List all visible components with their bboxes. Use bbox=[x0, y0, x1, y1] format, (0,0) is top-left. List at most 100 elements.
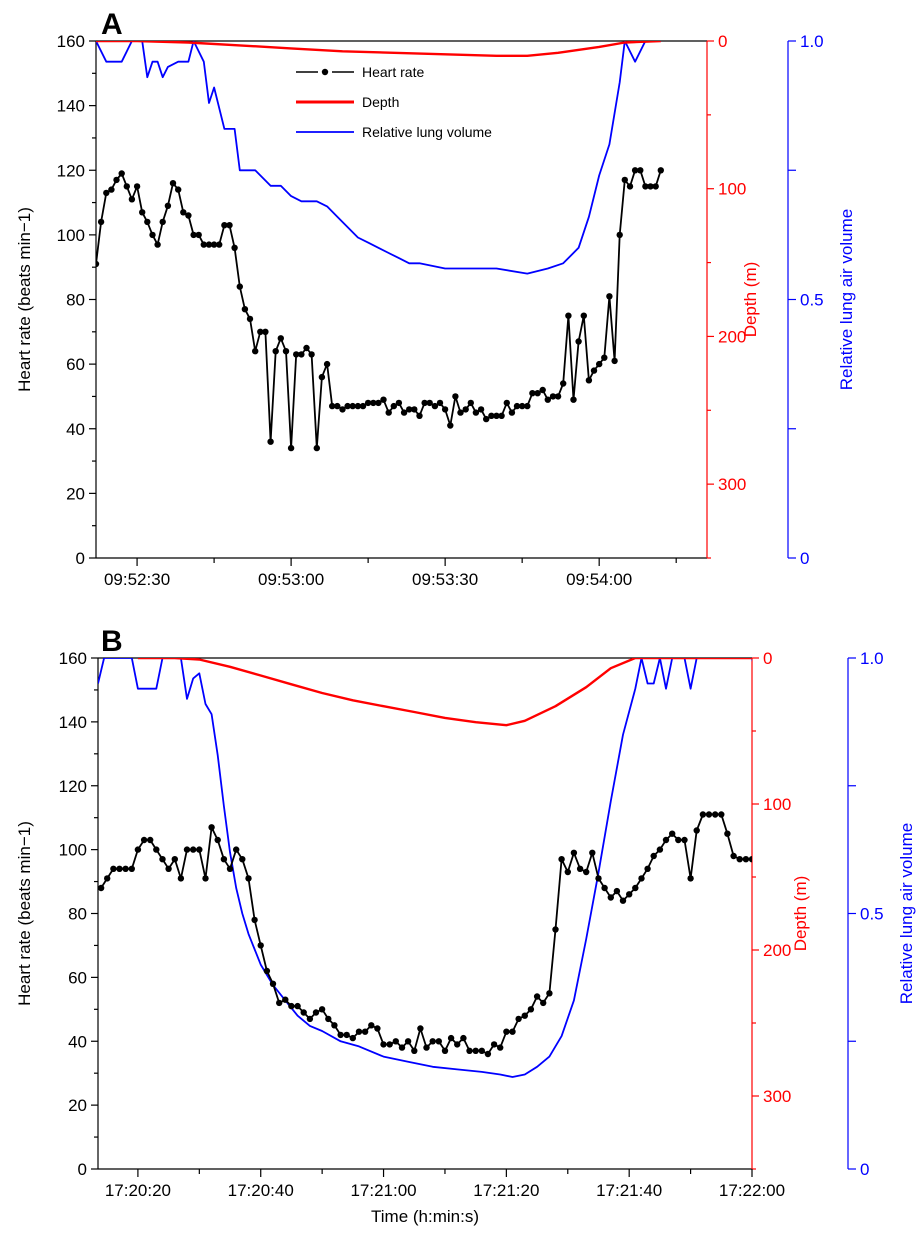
legend: Heart rate Depth Relative lung volume bbox=[296, 64, 492, 140]
heart-rate-point bbox=[252, 348, 259, 355]
heart-rate-point bbox=[277, 335, 284, 342]
heart-rate-point bbox=[267, 438, 274, 445]
y-lung-tick-label: 0 bbox=[860, 1160, 869, 1179]
heart-rate-point bbox=[159, 218, 166, 226]
heart-rate-point bbox=[527, 1006, 535, 1013]
heart-rate-point bbox=[276, 999, 283, 1007]
heart-rate-point bbox=[361, 1028, 369, 1035]
heart-rate-point bbox=[257, 328, 264, 335]
heart-rate-point bbox=[498, 412, 505, 419]
heart-rate-point bbox=[205, 241, 213, 248]
heart-rate-point bbox=[349, 1034, 356, 1042]
x-tick-label: 09:54:00 bbox=[566, 570, 632, 589]
y-left-tick-label: 120 bbox=[57, 161, 85, 180]
heart-rate-point bbox=[724, 830, 731, 837]
heart-rate-point bbox=[96, 260, 100, 268]
y-lung-tick-label: 1.0 bbox=[860, 649, 884, 668]
y-left-tick-label: 100 bbox=[57, 226, 85, 245]
heart-rate-point bbox=[190, 231, 197, 239]
heart-rate-point bbox=[431, 402, 439, 410]
heart-rate-point bbox=[662, 836, 670, 844]
heart-rate-point bbox=[564, 868, 571, 876]
heart-rate-point bbox=[606, 293, 613, 300]
heart-rate-point bbox=[246, 315, 254, 323]
heart-rate-point bbox=[231, 244, 238, 251]
y-depth-axis-label: Depth (m) bbox=[791, 876, 810, 952]
heart-rate-point bbox=[565, 312, 572, 319]
heart-rate-point bbox=[534, 390, 541, 397]
heart-rate-point bbox=[262, 328, 269, 335]
heart-rate-point bbox=[631, 167, 639, 174]
y-left-tick-label: 40 bbox=[66, 420, 85, 439]
heart-rate-point bbox=[656, 846, 664, 853]
heart-rate-point bbox=[318, 373, 326, 381]
heart-rate-point bbox=[570, 849, 578, 856]
heart-rate-point bbox=[626, 183, 634, 190]
heart-rate-point bbox=[236, 283, 243, 290]
heart-rate-point bbox=[334, 402, 341, 410]
y-lung-axis-label: Relative lung air volume bbox=[897, 823, 916, 1004]
heart-rate-point bbox=[416, 412, 423, 419]
x-axis-label: Time (h:min:s) bbox=[371, 1207, 479, 1226]
heart-rate-point bbox=[406, 406, 413, 413]
heart-rate-point bbox=[308, 351, 315, 358]
heart-rate-point bbox=[147, 836, 154, 844]
x-tick-label: 17:20:40 bbox=[228, 1181, 294, 1200]
relative-lung-volume-series-line bbox=[98, 658, 752, 1078]
heart-rate-point bbox=[200, 241, 207, 248]
heart-rate-point bbox=[554, 393, 562, 400]
heart-rate-point bbox=[134, 846, 142, 853]
y-depth-tick-label: 100 bbox=[718, 180, 746, 199]
heart-rate-point bbox=[575, 338, 582, 345]
heart-rate-point bbox=[613, 887, 621, 895]
heart-rate-point bbox=[626, 891, 633, 898]
heart-rate-point bbox=[104, 875, 111, 882]
y-left-axis-label: Heart rate (beats min−1) bbox=[15, 207, 34, 392]
y-left-tick-label: 100 bbox=[59, 841, 87, 860]
y-left-tick-label: 20 bbox=[68, 1096, 87, 1115]
heart-rate-point bbox=[621, 176, 628, 184]
y-lung-tick-label: 0.5 bbox=[860, 905, 884, 924]
heart-rate-point bbox=[460, 1034, 467, 1042]
heart-rate-point bbox=[108, 186, 115, 193]
heart-rate-point bbox=[712, 811, 719, 818]
heart-rate-point bbox=[210, 241, 218, 248]
heart-rate-point bbox=[681, 836, 688, 844]
heart-rate-point bbox=[122, 865, 129, 872]
heart-rate-point bbox=[417, 1025, 424, 1032]
heart-rate-point bbox=[773, 866, 779, 872]
heart-rate-point bbox=[436, 399, 444, 407]
heart-rate-point bbox=[447, 1034, 455, 1042]
y-depth-tick-label: 300 bbox=[763, 1087, 791, 1106]
heart-rate-point bbox=[344, 402, 351, 410]
legend-entry-label: Relative lung volume bbox=[362, 124, 492, 140]
y-left-tick-label: 160 bbox=[59, 649, 87, 668]
heart-rate-point bbox=[190, 846, 197, 853]
heart-rate-point bbox=[239, 856, 246, 863]
heart-rate-point bbox=[452, 393, 459, 400]
heart-rate-point bbox=[493, 412, 500, 419]
heart-rate-point bbox=[214, 836, 221, 844]
heart-rate-point bbox=[454, 1041, 461, 1048]
heart-rate-point bbox=[632, 884, 639, 892]
heart-rate-point bbox=[483, 415, 490, 423]
heart-rate-point bbox=[513, 402, 521, 410]
heart-rate-point bbox=[533, 993, 541, 1000]
heart-rate-point bbox=[607, 894, 614, 901]
heart-rate-point bbox=[589, 849, 596, 856]
heart-rate-point bbox=[652, 183, 659, 190]
heart-rate-point bbox=[329, 402, 336, 410]
heart-rate-point bbox=[153, 846, 160, 853]
heart-rate-point bbox=[398, 1044, 406, 1051]
heart-rate-point bbox=[183, 846, 191, 853]
heart-rate-point bbox=[472, 409, 480, 416]
heart-rate-point bbox=[411, 406, 418, 413]
y-lung-axis-label: Relative lung air volume bbox=[837, 209, 856, 390]
heart-rate-point bbox=[558, 856, 565, 863]
heart-rate-point bbox=[216, 241, 223, 248]
heart-rate-point bbox=[331, 1022, 338, 1029]
heart-rate-point bbox=[164, 202, 172, 209]
heart-rate-point bbox=[457, 409, 464, 416]
heart-rate-point bbox=[755, 875, 761, 881]
y-left-tick-label: 20 bbox=[66, 484, 85, 503]
